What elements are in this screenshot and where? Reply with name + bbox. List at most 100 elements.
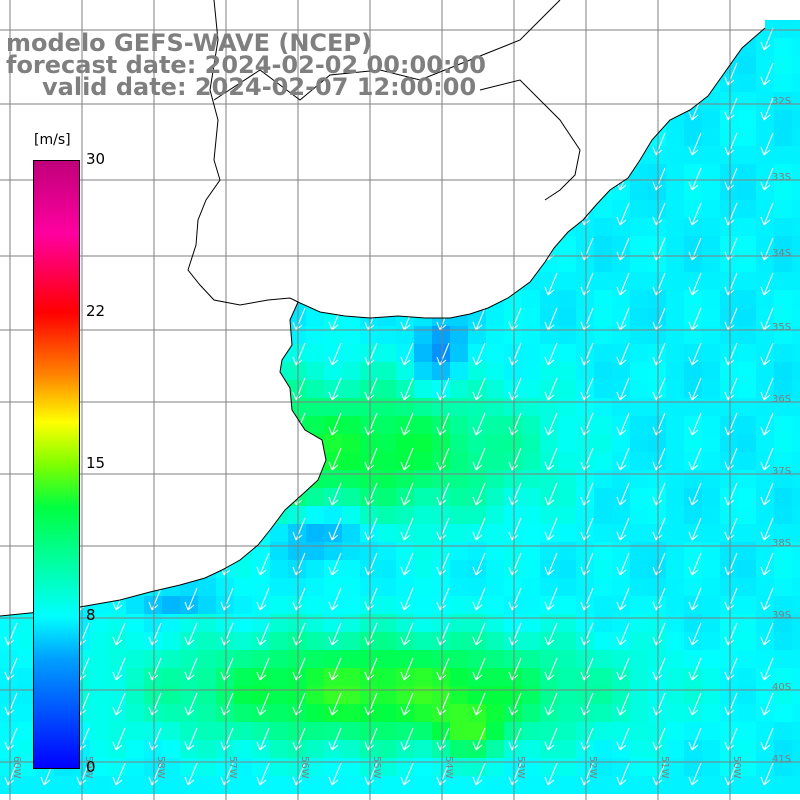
wind-speed-cell [594, 362, 612, 380]
wind-speed-cell [18, 632, 36, 650]
wind-speed-cell [378, 416, 396, 434]
wind-speed-cell [792, 362, 800, 380]
wind-speed-cell [738, 74, 756, 92]
wind-arrow [544, 377, 558, 401]
wind-speed-cell [612, 434, 630, 452]
wind-speed-cell [576, 560, 594, 578]
wind-speed-cell [684, 578, 702, 596]
wind-speed-cell [504, 434, 522, 452]
wind-speed-cell [504, 398, 522, 416]
wind-speed-cell [630, 434, 648, 452]
lat-label: 39S [772, 610, 791, 621]
wind-speed-cell [468, 614, 486, 632]
wind-speed-cell [306, 668, 324, 686]
colorbar-tick-label: 30 [86, 150, 106, 168]
wind-speed-cell [630, 362, 648, 380]
colorbar-units: [m/s] [34, 132, 71, 148]
wind-speed-cell [540, 380, 558, 398]
wind-speed-cell [702, 164, 720, 182]
wind-arrow [184, 587, 198, 611]
wind-speed-cell [522, 650, 540, 668]
wind-speed-cell [738, 488, 756, 506]
wind-speed-cell [162, 668, 180, 686]
wind-speed-cell [738, 416, 756, 434]
wind-speed-cell [414, 470, 432, 488]
wind-speed-cell [522, 326, 540, 344]
wind-speed-cell [558, 308, 576, 326]
wind-arrow [616, 692, 630, 716]
wind-speed-cell [558, 398, 576, 416]
wind-speed-cell [702, 614, 720, 632]
wind-speed-cell [360, 776, 378, 794]
wind-speed-cell [468, 434, 486, 452]
wind-speed-cell [216, 614, 234, 632]
wind-arrow [760, 762, 774, 786]
wind-speed-cell [558, 272, 576, 290]
wind-speed-cell [540, 398, 558, 416]
wind-speed-cell [576, 632, 594, 650]
wind-speed-cell [630, 542, 648, 560]
wind-speed-cell [738, 146, 756, 164]
wind-speed-cell [270, 596, 288, 614]
wind-speed-cell [558, 254, 576, 272]
wind-speed-cell [378, 704, 396, 722]
wind-speed-cell [738, 164, 756, 182]
wind-speed-cell [342, 686, 360, 704]
wind-speed-cell [612, 290, 630, 308]
wind-speed-cell [540, 596, 558, 614]
wind-speed-cell [558, 776, 576, 794]
wind-speed-cell [414, 722, 432, 740]
wind-speed-cell [558, 416, 576, 434]
wind-arrow [256, 657, 270, 681]
wind-speed-cell [108, 776, 126, 794]
wind-speed-cell [684, 146, 702, 164]
wind-speed-cell [342, 740, 360, 758]
wind-speed-cell [684, 776, 702, 794]
wind-speed-cell [756, 182, 774, 200]
wind-speed-cell [666, 272, 684, 290]
wind-speed-cell [576, 272, 594, 290]
wind-speed-cell [648, 200, 666, 218]
wind-speed-cell [0, 686, 18, 704]
wind-speed-cell [162, 632, 180, 650]
wind-speed-cell [342, 434, 360, 452]
wind-speed-cell [576, 596, 594, 614]
wind-arrow [328, 377, 342, 401]
wind-speed-cell [378, 398, 396, 416]
wind-speed-cell [630, 632, 648, 650]
wind-speed-cell [540, 470, 558, 488]
wind-speed-cell [198, 758, 216, 776]
wind-speed-cell [450, 596, 468, 614]
lon-labels: 60W 59W 58W 57W 56W 55W 54W 53W 52W 51W 50W [11, 756, 742, 779]
wind-speed-cell [558, 362, 576, 380]
wind-speed-cell [450, 380, 468, 398]
wind-speed-cell [450, 326, 468, 344]
wind-speed-cell [702, 686, 720, 704]
wind-speed-cell [540, 308, 558, 326]
wind-speed-cell [126, 776, 144, 794]
wind-speed-cell [612, 470, 630, 488]
wind-speed-cell [720, 272, 738, 290]
wind-arrow [760, 622, 774, 646]
wind-speed-cell [306, 578, 324, 596]
wind-speed-cell [666, 776, 684, 794]
wind-speed-cell [486, 362, 504, 380]
wind-speed-cell [558, 326, 576, 344]
wind-speed-cell [324, 776, 342, 794]
wind-speed-cell [468, 596, 486, 614]
wind-speed-cell [450, 668, 468, 686]
wind-arrow [616, 727, 630, 751]
wind-speed-cell [558, 578, 576, 596]
wind-speed-cell [684, 560, 702, 578]
wind-arrow [544, 342, 558, 366]
wind-arrow [544, 587, 558, 611]
lon-label: 58W [155, 756, 166, 779]
wind-speed-cell [630, 758, 648, 776]
wind-speed-cell [738, 614, 756, 632]
wind-speed-cell [792, 452, 800, 470]
wind-speed-cell [126, 704, 144, 722]
wind-speed-cell [630, 578, 648, 596]
wind-speed-cell [198, 740, 216, 758]
lon-label: 54W [443, 756, 454, 779]
wind-speed-cell [594, 488, 612, 506]
